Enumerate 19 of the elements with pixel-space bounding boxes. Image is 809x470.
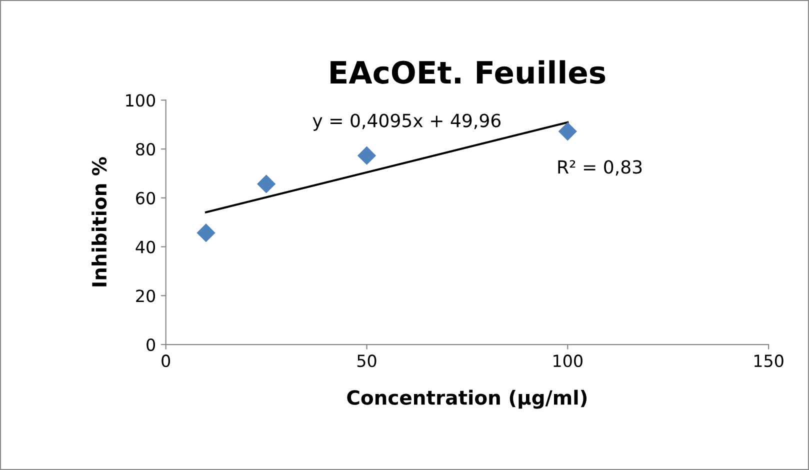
y-tick-label: 60	[136, 192, 156, 204]
y-tick-label: 100	[126, 94, 156, 107]
chart-title: EAcOEt. Feuilles	[330, 60, 606, 84]
x-axis-title: Concentration (µg/ml)	[347, 390, 587, 409]
y-axis-title: Inhibition %	[92, 157, 107, 286]
point	[558, 122, 577, 141]
annotation: y = 0,4095x + 49,96	[312, 114, 501, 131]
x-tick-label: 100	[554, 354, 582, 368]
y-tick-label: 40	[136, 240, 156, 254]
y-tick-label: 20	[136, 290, 156, 302]
point	[256, 174, 276, 194]
y-tick-label: 0	[146, 338, 156, 352]
point	[196, 224, 216, 242]
x-tick-label: 0	[162, 354, 170, 368]
y-tick-label: 80	[136, 142, 156, 156]
point	[357, 146, 376, 165]
x-tick-label: 150	[754, 354, 784, 368]
annotation: R² = 0,83	[558, 160, 642, 176]
x-tick-label: 50	[357, 354, 376, 368]
